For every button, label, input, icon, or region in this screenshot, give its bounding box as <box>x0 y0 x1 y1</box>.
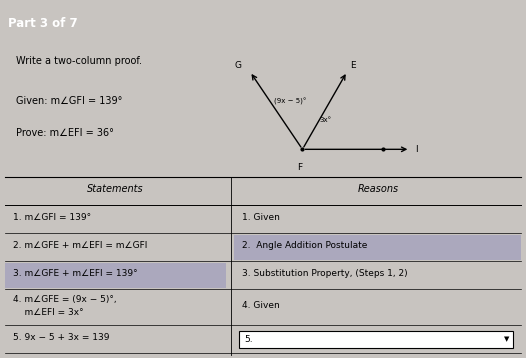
Text: 3x°: 3x° <box>320 117 332 123</box>
Text: 4. m∠GFE = (9x − 5)°,
    m∠EFI = 3x°: 4. m∠GFE = (9x − 5)°, m∠EFI = 3x° <box>13 295 117 316</box>
Text: 2. m∠GFE + m∠EFI = m∠GFI: 2. m∠GFE + m∠EFI = m∠GFI <box>13 241 147 250</box>
Text: I: I <box>416 145 418 154</box>
Text: Reasons: Reasons <box>358 184 399 194</box>
Text: F: F <box>297 163 302 172</box>
Text: 5.: 5. <box>245 335 253 344</box>
Bar <box>234 234 521 260</box>
Text: 5. 9x − 5 + 3x = 139: 5. 9x − 5 + 3x = 139 <box>13 333 109 342</box>
Text: (9x − 5)°: (9x − 5)° <box>274 97 306 105</box>
Text: G: G <box>235 61 242 70</box>
Text: Part 3 of 7: Part 3 of 7 <box>8 17 77 30</box>
Text: 4. Given: 4. Given <box>242 301 280 310</box>
Text: Statements: Statements <box>87 184 144 194</box>
Text: E: E <box>350 61 356 70</box>
Text: 3. Substitution Property, (Steps 1, 2): 3. Substitution Property, (Steps 1, 2) <box>242 270 408 279</box>
Text: Given: m∠GFI = 139°: Given: m∠GFI = 139° <box>16 96 122 106</box>
Text: Prove: m∠EFI = 36°: Prove: m∠EFI = 36° <box>16 127 114 137</box>
Text: 3. m∠GFE + m∠EFI = 139°: 3. m∠GFE + m∠EFI = 139° <box>13 270 138 279</box>
Text: 1. Given: 1. Given <box>242 213 280 222</box>
Text: 2.  Angle Addition Postulate: 2. Angle Addition Postulate <box>242 241 367 250</box>
Text: Write a two-column proof.: Write a two-column proof. <box>16 56 142 66</box>
Bar <box>239 331 513 348</box>
Text: 1. m∠GFI = 139°: 1. m∠GFI = 139° <box>13 213 92 222</box>
Text: ▼: ▼ <box>504 336 509 342</box>
Bar <box>5 263 226 288</box>
